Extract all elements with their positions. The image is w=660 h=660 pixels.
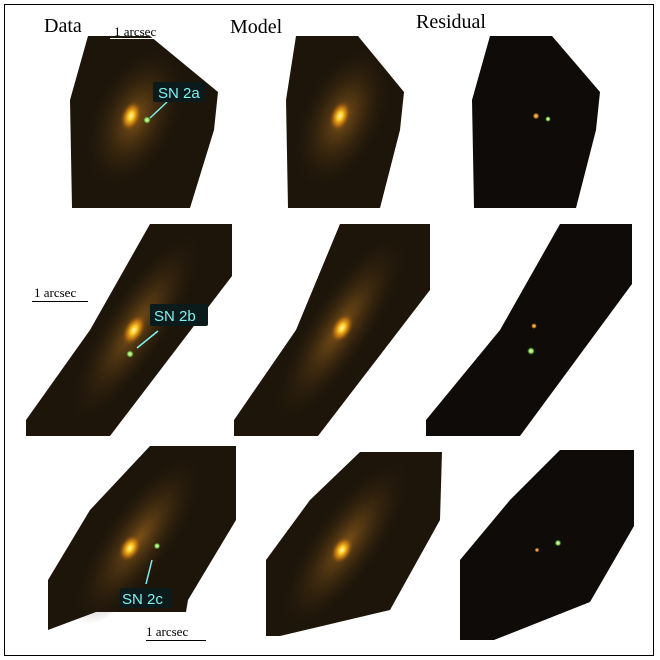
- sn-marker-2a: SN 2a: [149, 82, 205, 119]
- panel-row3-data: [48, 446, 236, 630]
- sn-label-2a: SN 2a: [158, 85, 200, 102]
- panel-row3-model: [266, 452, 442, 636]
- column-header-model: Model: [230, 16, 283, 38]
- panel-row1-model: [286, 36, 404, 208]
- sn-marker-2b: SN 2b: [136, 304, 208, 349]
- scale-label-row3: 1 arcsec: [146, 624, 189, 639]
- column-header-residual: Residual: [416, 11, 486, 33]
- panel-row2-model: [234, 224, 430, 436]
- scale-bar-row1: [110, 38, 160, 39]
- panel-row3-residual: [460, 450, 634, 640]
- sn-label-2b: SN 2b: [154, 308, 196, 325]
- panel-row1-data: [70, 36, 218, 208]
- scale-label-row2: 1 arcsec: [34, 285, 77, 300]
- scale-bar-row3: [146, 640, 206, 641]
- panel-row2-residual: [426, 224, 632, 436]
- sn-label-2c: SN 2c: [122, 591, 163, 608]
- sn-marker-2c: SN 2c: [120, 559, 172, 608]
- column-header-data: Data: [44, 15, 82, 37]
- panel-row1-residual: [472, 36, 600, 208]
- scale-bar-row2: [32, 301, 88, 302]
- panel-row2-data: [26, 224, 232, 436]
- scale-label-row1: 1 arcsec: [114, 24, 157, 39]
